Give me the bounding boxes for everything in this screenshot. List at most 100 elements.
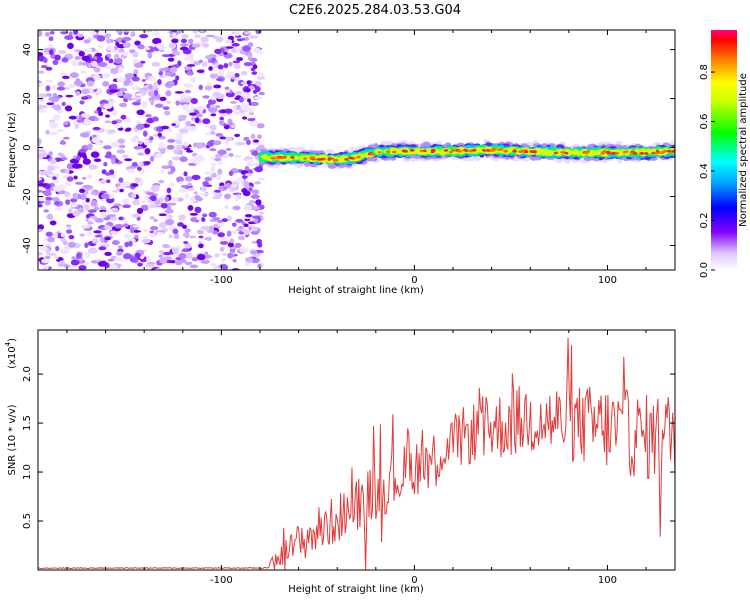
noise-blob: [196, 253, 206, 261]
noise-blob: [185, 121, 192, 127]
noise-blob: [231, 222, 237, 227]
noise-blob: [60, 139, 65, 145]
noise-blob: [38, 224, 45, 230]
noise-blob: [254, 166, 264, 173]
noise-blob: [236, 57, 244, 62]
noise-blob: [212, 196, 222, 200]
noise-blob: [108, 58, 114, 64]
snr-scale-close: ): [7, 338, 18, 342]
snr-panel: -100 0 100 0.5 1.0 1.5 2.0 Height of straight …: [4, 329, 676, 595]
noise-blob: [79, 233, 86, 237]
noise-blob: [64, 105, 73, 112]
track-peak: [409, 149, 415, 152]
noise-blob: [243, 62, 253, 67]
noise-blob: [244, 262, 252, 267]
noise-blob: [150, 225, 159, 231]
noise-blob: [75, 252, 82, 259]
noise-blob: [65, 168, 70, 175]
noise-blob: [44, 32, 51, 37]
noise-blob: [244, 165, 250, 172]
noise-blob: [168, 234, 173, 239]
noise-blob: [237, 235, 246, 241]
noise-blob: [200, 192, 209, 196]
noise-blob: [72, 211, 79, 217]
track-peak: [482, 148, 486, 152]
noise-blob: [60, 31, 69, 35]
noise-blob: [244, 173, 253, 177]
noise-blob: [225, 46, 234, 49]
spectrogram-ytick-label: 0: [22, 144, 33, 150]
snr-ytick-label: 2.0: [22, 366, 33, 382]
noise-blob: [249, 35, 258, 39]
colorbar-tick-label: 0.4: [699, 163, 710, 179]
noise-blob: [122, 51, 129, 57]
track-peak: [463, 148, 467, 152]
noise-blob: [99, 236, 105, 244]
noise-blob: [235, 218, 244, 223]
noise-blob: [38, 228, 43, 233]
noise-blob: [208, 107, 218, 113]
noise-blob: [167, 81, 175, 86]
noise-blob: [244, 156, 254, 160]
noise-blob: [189, 212, 199, 216]
noise-blob: [182, 232, 190, 238]
spectrogram-xtick-label: 100: [598, 275, 617, 286]
noise-blob: [226, 230, 232, 237]
noise-blob: [223, 62, 229, 69]
noise-blob: [50, 97, 60, 103]
track-blob: [555, 158, 563, 164]
track-peak: [632, 152, 638, 155]
track-peak: [624, 150, 629, 153]
noise-blob: [121, 36, 132, 41]
noise-blob: [131, 183, 139, 187]
noise-blob: [178, 128, 189, 134]
noise-blob: [134, 40, 141, 46]
noise-blob: [60, 237, 66, 243]
noise-blob: [93, 230, 102, 234]
noise-blob: [247, 52, 253, 59]
noise-blob: [178, 214, 186, 221]
noise-blob: [229, 238, 235, 243]
noise-blob: [82, 184, 93, 189]
noise-blob: [101, 74, 107, 78]
noise-blob: [94, 52, 103, 57]
noise-blob: [247, 161, 253, 167]
noise-blob: [184, 242, 192, 249]
noise-blob: [38, 203, 43, 208]
noise-blob: [221, 258, 226, 263]
noise-blob: [74, 56, 81, 60]
noise-blob: [166, 187, 172, 194]
noise-blob: [198, 59, 203, 63]
snr-ytick-label: 1.0: [22, 464, 33, 480]
colorbar-tick-label: 0.8: [699, 64, 710, 80]
noise-blob: [74, 124, 79, 130]
noise-blob: [124, 241, 130, 248]
track-peak: [327, 157, 332, 160]
track-peak: [485, 149, 491, 152]
noise-blob: [247, 42, 254, 48]
noise-blob: [53, 201, 60, 205]
noise-blob: [234, 72, 240, 78]
noise-blob: [96, 35, 106, 42]
noise-blob: [51, 232, 59, 239]
noise-blob: [155, 153, 163, 158]
noise-blob: [79, 132, 90, 138]
noise-blob: [243, 181, 250, 188]
noise-blob: [184, 94, 190, 99]
noise-blob: [244, 31, 252, 35]
noise-blob: [92, 126, 101, 131]
noise-blob: [257, 134, 262, 139]
noise-blob: [152, 37, 162, 45]
noise-blob: [120, 114, 127, 120]
noise-blob: [70, 198, 78, 203]
figure-title: C2E6.2025.284.03.53.G04: [289, 3, 461, 18]
colorbar-gradient: [711, 30, 737, 270]
track-blob: [420, 143, 426, 148]
noise-blob: [230, 229, 239, 234]
noise-blob: [250, 133, 256, 140]
noise-blob: [144, 46, 151, 51]
track-peak: [330, 157, 335, 160]
noise-blob: [80, 113, 91, 119]
noise-blob: [94, 110, 99, 114]
noise-blob: [159, 75, 166, 79]
